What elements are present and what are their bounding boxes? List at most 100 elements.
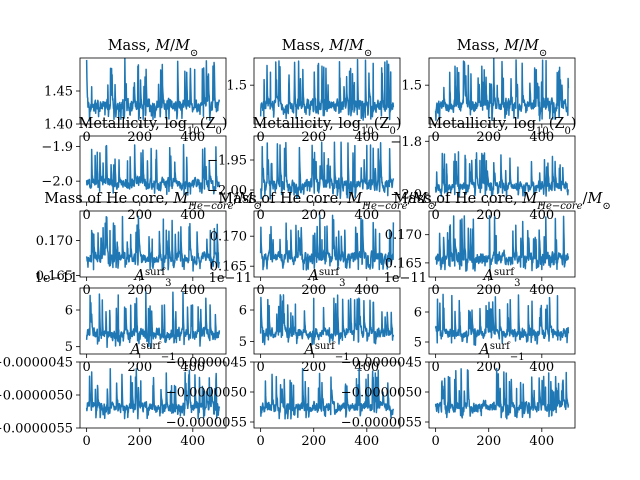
y-tick-label: −0.0000055 <box>166 416 247 431</box>
subplot-title: Metallicity, log10(Z0) <box>78 116 227 137</box>
x-tick-label: 0 <box>431 208 439 223</box>
y-tick-label: −0.0000050 <box>341 386 422 401</box>
subplot-title: Asurf3 <box>133 267 172 289</box>
axes-frame <box>79 135 227 203</box>
axes-layer: 0 200 400 1.40 1.45 0 200 400 1.5 0 200 400 1.5 0 200 4… <box>0 57 576 449</box>
y-tick-label: 1.5 <box>401 79 422 94</box>
x-tick-label: 400 <box>354 130 379 145</box>
series-line <box>434 215 570 272</box>
subplot-r3-c1: 0 200 400 5 6 1e−11 <box>209 271 401 375</box>
x-tick-label: 400 <box>529 208 554 223</box>
subplot-title: Asurf−1 <box>128 341 175 363</box>
x-tick-label: 0 <box>431 434 439 449</box>
x-tick-label: 0 <box>256 360 264 375</box>
axes-frame <box>428 210 576 278</box>
y-tick-label: 0.165 <box>36 269 73 284</box>
y-tick-label: 0.165 <box>385 256 422 271</box>
x-tick-label: 0 <box>82 208 90 223</box>
x-tick-label: 400 <box>529 130 554 145</box>
y-tick-label: −2.0 <box>41 175 73 190</box>
subplot-r2-c2: 0 200 400 0.165 0.170 <box>385 210 576 298</box>
subplot-r4-c0: 0 200 400 −0.0000055 −0.0000050 −0.0000045 <box>0 356 227 449</box>
y-tick-label: −1.9 <box>41 140 73 155</box>
y-tick-label: 1.40 <box>44 118 73 133</box>
subplot-title: Mass of He core, MHe−core/M⊙ <box>44 191 261 212</box>
x-tick-label: 400 <box>529 283 554 298</box>
subplot-r0-c2: 0 200 400 1.5 <box>401 57 576 145</box>
axes-frame <box>79 287 227 355</box>
y-tick-label: 1.5 <box>226 79 247 94</box>
x-tick-label: 0 <box>256 434 264 449</box>
y-tick-label: −2.0 <box>390 188 422 203</box>
x-tick-label: 0 <box>82 130 90 145</box>
x-tick-label: 200 <box>127 130 152 145</box>
subplot-title: Mass of He core, MHe−core/M⊙ <box>393 191 610 212</box>
x-tick-label: 0 <box>256 208 264 223</box>
subplot-title: Mass, M/M⊙ <box>108 38 199 59</box>
y-tick-label: −1.95 <box>207 154 247 169</box>
x-tick-label: 400 <box>180 130 205 145</box>
subplot-r1-c0: 0 200 400 −2.0 −1.9 <box>41 135 227 223</box>
subplot-title: Metallicity, log10(Z0) <box>252 116 401 137</box>
y-tick-label: −1.8 <box>390 135 422 150</box>
x-tick-label: 0 <box>431 283 439 298</box>
y-tick-label: −0.0000045 <box>166 356 247 371</box>
series-line <box>434 293 570 346</box>
x-tick-label: 400 <box>180 208 205 223</box>
series-line <box>85 143 220 196</box>
axes-frame <box>253 210 401 278</box>
x-tick-label: 200 <box>476 283 501 298</box>
x-tick-label: 200 <box>476 434 501 449</box>
y-tick-label: −0.0000045 <box>0 356 73 371</box>
subplot-r2-c0: 0 200 400 0.165 0.170 <box>36 210 227 298</box>
axes-frame <box>253 287 401 355</box>
title-layer: Mass, M/M⊙ Mass, M/M⊙ Mass, M/M⊙ Metallicit… <box>44 38 610 363</box>
x-tick-label: 200 <box>301 360 326 375</box>
series-line <box>434 151 570 198</box>
subplot-r0-c0: 0 200 400 1.40 1.45 <box>44 57 227 145</box>
series-line <box>259 141 395 200</box>
y-tick-label: 0.170 <box>36 234 73 249</box>
subplot-title: Asurf3 <box>307 267 346 289</box>
y-offset-text: 1e−11 <box>209 271 252 286</box>
subplot-title: Asurf3 <box>482 267 521 289</box>
x-tick-label: 400 <box>180 434 205 449</box>
series-line <box>85 367 221 420</box>
subplot-r3-c2: 0 200 400 5 6 1e−11 <box>384 271 576 375</box>
x-tick-label: 200 <box>476 130 501 145</box>
series-line <box>259 294 395 346</box>
x-tick-label: 400 <box>529 434 554 449</box>
x-tick-label: 200 <box>127 208 152 223</box>
x-tick-label: 200 <box>476 208 501 223</box>
x-tick-label: 0 <box>256 130 264 145</box>
subplot-title: Mass, M/M⊙ <box>457 38 548 59</box>
subplot-title: Asurf−1 <box>477 341 524 363</box>
x-tick-label: 200 <box>476 360 501 375</box>
y-tick-label: −0.0000055 <box>341 416 422 431</box>
x-tick-label: 400 <box>529 360 554 375</box>
subplot-title: Mass of He core, MHe−core/M⊙ <box>218 191 435 212</box>
y-tick-label: 1.45 <box>44 85 73 100</box>
y-tick-label: −2.00 <box>207 184 247 199</box>
y-tick-label: −0.0000055 <box>0 422 73 437</box>
y-tick-label: 0.165 <box>210 260 247 275</box>
x-tick-label: 0 <box>82 434 90 449</box>
y-tick-label: 5 <box>65 340 73 355</box>
axes-frame <box>428 57 576 125</box>
axes-frame <box>253 135 401 203</box>
axes-frame <box>428 361 576 429</box>
subplot-r0-c1: 0 200 400 1.5 <box>226 57 401 145</box>
x-tick-label: 400 <box>180 360 205 375</box>
axes-frame <box>253 57 401 125</box>
series-line <box>434 367 570 420</box>
y-offset-text: 1e−11 <box>384 271 427 286</box>
y-tick-label: −0.0000050 <box>0 389 73 404</box>
y-tick-label: −0.0000045 <box>341 356 422 371</box>
x-tick-label: 0 <box>431 130 439 145</box>
y-tick-label: 6 <box>239 304 247 319</box>
y-tick-label: 5 <box>239 335 247 350</box>
axes-frame <box>253 361 401 429</box>
x-tick-label: 200 <box>127 283 152 298</box>
x-tick-label: 200 <box>301 434 326 449</box>
